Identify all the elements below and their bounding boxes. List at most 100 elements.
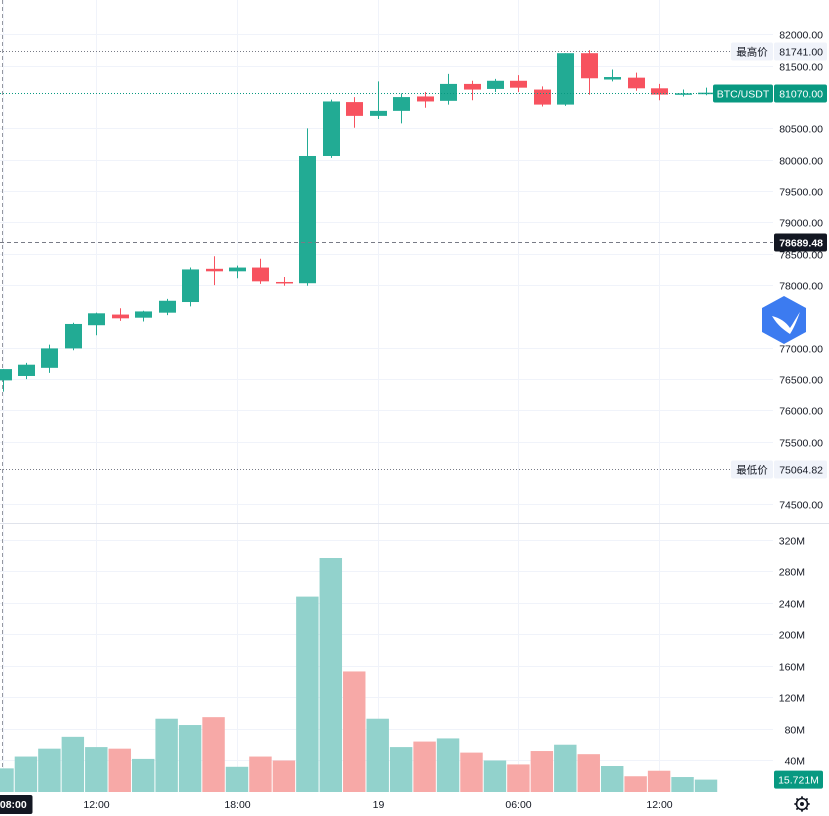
crosshair-time-badge xyxy=(0,795,33,814)
low-price-badge xyxy=(774,460,827,479)
price-tick-label: 81500.00 xyxy=(779,62,823,74)
volume-tick-label: 240M xyxy=(779,599,805,611)
crosshair-price-badge xyxy=(774,233,827,252)
candle-body xyxy=(698,92,715,95)
time-tick-label: 12:00 xyxy=(646,799,672,811)
volume-axis[interactable]: 320M 280M 240M 200M 160M 120M 80M 40M xyxy=(779,536,805,768)
candle-body xyxy=(393,97,410,111)
price-tick-label: 76000.00 xyxy=(779,406,823,418)
price-tick-label: 82000.00 xyxy=(779,30,823,42)
candle-body xyxy=(604,77,621,80)
exchange-logo-icon xyxy=(762,296,806,344)
volume-bar xyxy=(436,738,460,792)
candle-body xyxy=(276,281,293,284)
candle-body xyxy=(159,300,176,313)
crosshair-price-value: 78689.48 xyxy=(779,238,823,250)
volume-bar xyxy=(413,741,436,792)
volume-bar xyxy=(61,736,85,792)
high-price-value: 81741.00 xyxy=(779,47,823,59)
volume-bar xyxy=(85,747,108,792)
last-price-label-badge xyxy=(713,84,773,103)
axis-badges: 最高价 81741.00 最低价 75064.82 BTC/USDT 81070.00 78… xyxy=(713,42,827,789)
volume-bar xyxy=(249,756,272,792)
high-price-label: 最高价 xyxy=(736,46,768,59)
price-tick-label: 80500.00 xyxy=(779,124,823,136)
volume-bar xyxy=(108,748,131,792)
high-price-badge xyxy=(774,42,827,61)
volume-bar xyxy=(671,777,694,792)
candle-body xyxy=(18,364,35,376)
candle-body xyxy=(252,267,269,282)
volume-tick-label: 80M xyxy=(785,725,805,737)
volume-tick-label: 320M xyxy=(779,536,805,548)
candle-body xyxy=(534,89,551,105)
candle-body xyxy=(675,93,692,95)
price-tick-label: 77000.00 xyxy=(779,344,823,356)
last-price-badge xyxy=(774,84,827,103)
volume-last-value: 15.721M xyxy=(778,775,819,787)
volume-bar xyxy=(624,776,647,792)
candle-body xyxy=(182,269,199,303)
volume-bar xyxy=(460,752,483,792)
volume-bar xyxy=(178,725,202,792)
time-axis[interactable]: 18 08:00 12:00 18:00 19 06:00 12:00 xyxy=(0,795,673,814)
volume-tick-label: 40M xyxy=(785,756,805,768)
price-tick-label: 79500.00 xyxy=(779,187,823,199)
price-tick-label: 78000.00 xyxy=(779,281,823,293)
time-tick-label: 18:00 xyxy=(224,799,250,811)
settings-gear-icon[interactable] xyxy=(794,796,810,812)
volume-bar xyxy=(272,760,296,792)
volume-bar xyxy=(319,558,343,792)
volume-bar xyxy=(14,756,38,792)
price-candles xyxy=(0,50,715,392)
candle-body xyxy=(206,268,223,272)
volume-last-badge xyxy=(774,770,823,789)
candle-body xyxy=(112,314,129,319)
volume-bar xyxy=(507,764,530,792)
volume-bar xyxy=(155,718,178,792)
time-tick-label: 12:00 xyxy=(83,799,109,811)
price-tick-label: 80000.00 xyxy=(779,156,823,168)
candle-body xyxy=(628,77,645,89)
price-axis[interactable]: 82000.00 81500.00 80500.00 80000.00 79500.00… xyxy=(779,30,823,512)
volume-bars xyxy=(0,558,718,792)
volume-bar xyxy=(647,770,671,792)
volume-bar xyxy=(554,744,577,792)
candle-body xyxy=(581,53,598,79)
candle-body xyxy=(41,348,58,368)
time-tick-label: 06:00 xyxy=(505,799,531,811)
candle-body xyxy=(0,369,12,381)
candle-body xyxy=(299,155,316,284)
volume-bar xyxy=(296,596,319,792)
price-tick-label: 75500.00 xyxy=(779,438,823,450)
volume-bar xyxy=(202,717,225,792)
low-price-label: 最低价 xyxy=(736,464,768,477)
candle-body xyxy=(88,313,105,326)
candle-body xyxy=(323,101,340,156)
time-tick-label: 18 08:00 xyxy=(0,799,27,811)
candle-body xyxy=(370,110,387,116)
volume-tick-label: 200M xyxy=(779,630,805,642)
candle-body xyxy=(440,83,457,101)
grid-lines xyxy=(0,0,829,792)
candle-body xyxy=(417,96,434,102)
volume-bar xyxy=(343,671,366,792)
low-price-label-badge xyxy=(731,460,773,479)
volume-bar xyxy=(225,766,249,792)
volume-bar xyxy=(530,751,554,792)
low-price-value: 75064.82 xyxy=(779,465,823,477)
volume-bar xyxy=(600,766,624,792)
volume-bar xyxy=(483,760,507,792)
volume-bar xyxy=(366,718,389,792)
price-tick-label: 79000.00 xyxy=(779,218,823,230)
last-price-value: 81070.00 xyxy=(779,89,823,101)
last-price-label: BTC/USDT xyxy=(717,89,770,101)
volume-bar xyxy=(38,748,61,792)
volume-bar xyxy=(694,779,718,792)
high-price-label-badge xyxy=(731,42,773,61)
volume-bar xyxy=(389,747,413,792)
candle-body xyxy=(557,53,574,105)
volume-tick-label: 160M xyxy=(779,662,805,674)
volume-bar xyxy=(131,758,155,792)
